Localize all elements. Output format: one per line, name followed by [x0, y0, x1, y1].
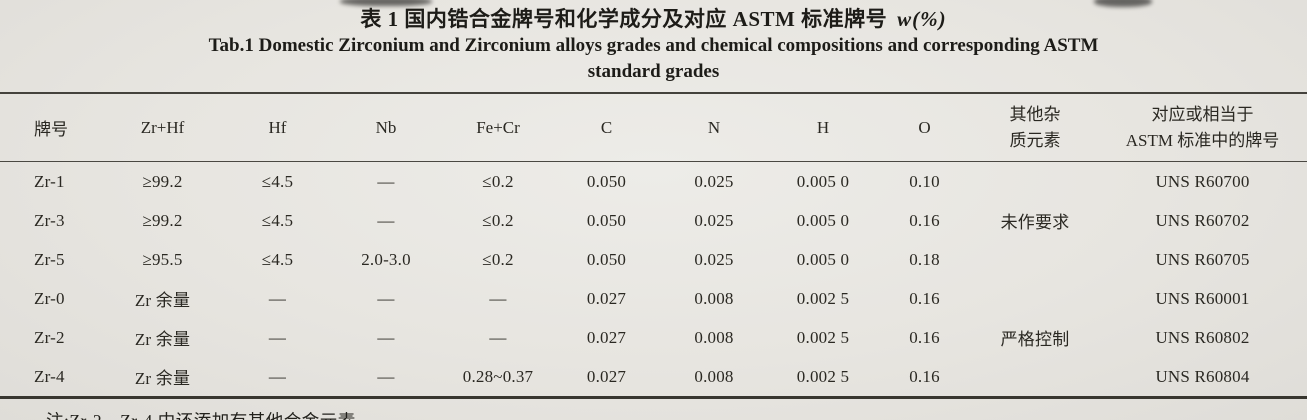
fe-cr-cell: —: [489, 327, 507, 347]
grade-cell: Zr-4: [34, 366, 65, 386]
composition-table: 牌号 Zr+Hf Hf Nb Fe+Cr C N H O 其他杂 质元素 对应或…: [0, 92, 1307, 399]
header-grade: 牌号: [0, 93, 100, 162]
n-cell: 0.025: [694, 171, 734, 191]
c-cell: 0.050: [586, 171, 627, 191]
fe-cr-cell: ≤0.2: [482, 249, 514, 269]
c-cell: 0.027: [586, 366, 627, 386]
mass-fraction-unit: w(%): [897, 7, 947, 31]
c-cell: 0.050: [586, 210, 627, 230]
astm-grade-cell: UNS R60705: [1155, 249, 1250, 269]
grade-cell: Zr-3: [34, 210, 65, 230]
table-row-zr0: Zr-0 Zr 余量 — — — 0.027 0.008 0.002 5 0.1…: [0, 279, 1307, 350]
header-astm-equivalent-line1: 对应或相当于: [1151, 104, 1254, 124]
astm-grade-cell: UNS R60804: [1155, 366, 1250, 386]
grade-cell: Zr-1: [34, 171, 65, 191]
hf-cell: ≤4.5: [261, 249, 294, 269]
table-row-zr2: Zr-2 Zr 余量 — — — 0.027 0.008 0.002 5 0.1…: [0, 318, 1307, 357]
header-hf: Hf: [225, 93, 330, 162]
table-title-english-line1: Tab.1 Domestic Zirconium and Zirconium a…: [208, 35, 1099, 56]
header-n: N: [659, 93, 769, 162]
table-title-chinese-text: 表 1 国内锆合金牌号和化学成分及对应 ASTM 标准牌号: [360, 7, 888, 31]
header-o: O: [877, 93, 972, 162]
fe-cr-cell: ≤0.2: [482, 210, 514, 230]
zr-hf-cell: Zr 余量: [134, 330, 191, 349]
table-title-chinese: 表 1 国内锆合金牌号和化学成分及对应 ASTM 标准牌号 w(%): [0, 6, 1307, 33]
hf-cell: —: [268, 366, 287, 386]
table-row-zr3: Zr-3 ≥99.2 ≤4.5 — ≤0.2 0.050 0.025 0.005…: [0, 201, 1307, 240]
header-other-impurities-line2: 质元素: [1009, 130, 1061, 150]
o-cell: 0.16: [909, 366, 940, 386]
zr-hf-cell: ≥99.2: [142, 210, 183, 230]
header-other-impurities: 其他杂 质元素: [972, 93, 1098, 162]
c-cell: 0.050: [586, 249, 627, 269]
o-cell: 0.18: [909, 249, 940, 269]
n-cell: 0.008: [694, 288, 734, 308]
table-row-zr5: Zr-5 ≥95.5 ≤4.5 2.0-3.0 ≤0.2 0.050 0.025…: [0, 240, 1307, 279]
nb-cell: —: [377, 366, 395, 386]
nb-cell: —: [377, 327, 395, 347]
grade-cell: Zr-0: [34, 288, 65, 308]
n-cell: 0.008: [694, 327, 734, 347]
c-cell: 0.027: [586, 288, 627, 308]
hf-cell: ≤4.5: [261, 210, 294, 230]
nb-cell: 2.0-3.0: [361, 249, 411, 269]
zr-hf-cell: ≥95.5: [142, 249, 183, 269]
header-nb: Nb: [330, 93, 442, 162]
table-caption: 表 1 国内锆合金牌号和化学成分及对应 ASTM 标准牌号 w(%) Tab.1 …: [0, 0, 1307, 85]
impurity-requirement-cell: 未作要求: [1000, 213, 1070, 232]
scan-smudge-artifact: [1094, 0, 1152, 7]
zr-hf-cell: ≥99.2: [142, 171, 183, 191]
h-cell: 0.005 0: [796, 249, 850, 269]
nb-cell: —: [377, 288, 395, 308]
n-cell: 0.008: [694, 366, 734, 386]
scan-smudge-artifact: [340, 0, 432, 6]
h-cell: 0.002 5: [796, 288, 850, 308]
header-zr-hf: Zr+Hf: [100, 93, 225, 162]
fe-cr-cell: —: [489, 288, 507, 308]
c-cell: 0.027: [586, 327, 627, 347]
o-cell: 0.16: [909, 210, 940, 230]
h-cell: 0.002 5: [796, 366, 850, 386]
grade-cell: Zr-5: [34, 249, 65, 269]
table-row-zr4: Zr-4 Zr 余量 — — 0.28~0.37 0.027 0.008 0.0…: [0, 357, 1307, 398]
table-footnote: 注:Zr-2、Zr-4 中还添加有其他合金元素。: [46, 408, 1307, 420]
nb-cell: —: [377, 210, 395, 230]
impurity-requirement-cell: 严格控制: [1000, 330, 1070, 349]
table-row-zr1: Zr-1 ≥99.2 ≤4.5 — ≤0.2 0.050 0.025 0.005…: [0, 162, 1307, 233]
h-cell: 0.005 0: [796, 171, 850, 191]
astm-grade-cell: UNS R60702: [1155, 210, 1250, 230]
zr-hf-cell: Zr 余量: [134, 291, 191, 310]
header-c: C: [554, 93, 659, 162]
table-header-row: 牌号 Zr+Hf Hf Nb Fe+Cr C N H O 其他杂 质元素 对应或…: [0, 93, 1307, 162]
header-other-impurities-line1: 其他杂: [1009, 104, 1061, 124]
table-title-english-line2: standard grades: [587, 61, 720, 82]
hf-cell: —: [268, 288, 287, 308]
o-cell: 0.10: [909, 171, 940, 191]
h-cell: 0.005 0: [796, 210, 850, 230]
nb-cell: —: [377, 171, 395, 191]
fe-cr-cell: ≤0.2: [482, 171, 514, 191]
hf-cell: ≤4.5: [261, 171, 294, 191]
header-astm-equivalent: 对应或相当于 ASTM 标准中的牌号: [1098, 93, 1307, 162]
astm-grade-cell: UNS R60001: [1155, 288, 1250, 308]
grade-cell: Zr-2: [34, 327, 65, 347]
o-cell: 0.16: [909, 327, 940, 347]
o-cell: 0.16: [909, 288, 940, 308]
fe-cr-cell: 0.28~0.37: [462, 366, 534, 386]
zr-hf-cell: Zr 余量: [134, 369, 191, 388]
h-cell: 0.002 5: [796, 327, 850, 347]
header-h: H: [769, 93, 877, 162]
header-astm-equivalent-line2: ASTM 标准中的牌号: [1125, 130, 1280, 150]
n-cell: 0.025: [694, 210, 734, 230]
n-cell: 0.025: [694, 249, 734, 269]
astm-grade-cell: UNS R60802: [1155, 327, 1250, 347]
astm-grade-cell: UNS R60700: [1155, 171, 1250, 191]
hf-cell: —: [268, 327, 287, 347]
header-fe-cr: Fe+Cr: [442, 93, 554, 162]
